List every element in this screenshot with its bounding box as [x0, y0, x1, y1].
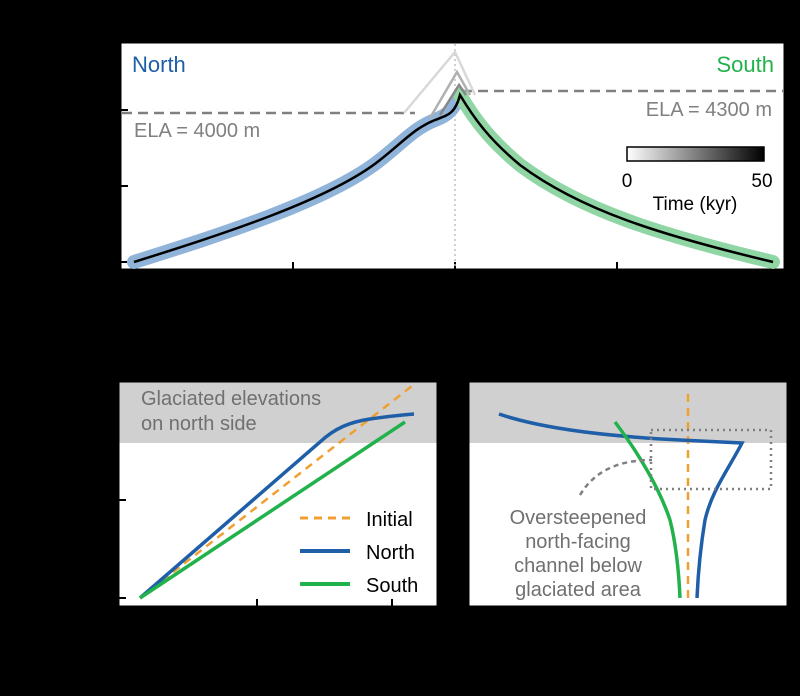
br-annotation-line2: north-facing — [525, 531, 631, 553]
br-annotation-line3: channel below — [514, 555, 642, 577]
br-annotation-line4: glaciated area — [515, 579, 642, 601]
bl-shade-label-line1: Glaciated elevations — [141, 388, 321, 410]
br-highlight-box — [649, 428, 773, 491]
legend-initial-label: Initial — [366, 509, 413, 531]
br-annotation-pointer — [578, 458, 653, 496]
br-annotation-line1: Oversteepened — [510, 507, 647, 529]
bl-legend: Initial North South — [300, 509, 418, 597]
south-label: South — [717, 52, 775, 77]
top-y-ticks — [120, 109, 128, 263]
ela-north-label: ELA = 4000 m — [134, 120, 260, 142]
bl-y-ticks — [118, 499, 126, 599]
bl-north-line — [138, 412, 415, 600]
north-label: North — [132, 52, 186, 77]
profile-t1 — [428, 69, 472, 119]
bl-panel-frame — [116, 379, 440, 609]
legend-south-label: South — [366, 575, 418, 597]
bl-initial-line — [139, 385, 413, 599]
legend-north-label: North — [366, 542, 415, 564]
profile-t2 — [438, 82, 468, 116]
br-panel-frame — [466, 379, 790, 609]
bl-x-ticks — [256, 599, 393, 607]
initial-profile — [403, 49, 477, 114]
colorbar-max-label: 50 — [751, 171, 772, 192]
br-north-line — [498, 412, 745, 599]
ela-south-label: ELA = 4300 m — [646, 99, 772, 121]
top-panel: North South ELA = 4000 m ELA = 4300 m 0 … — [118, 40, 787, 272]
bottom-right-panel: Oversteepened north-facing channel below… — [466, 379, 790, 609]
colorbar-title: Time (kyr) — [653, 194, 738, 215]
br-glaciated-band — [468, 381, 788, 443]
bl-glaciated-band — [118, 381, 438, 443]
bottom-left-panel: Glaciated elevations on north side Initi… — [116, 379, 440, 609]
colorbar — [626, 146, 765, 162]
br-south-line — [613, 420, 682, 599]
bl-south-line — [139, 420, 406, 600]
colorbar-min-label: 0 — [622, 171, 633, 192]
bl-shade-label-line2: on north side — [141, 413, 257, 435]
final-profile — [133, 91, 774, 264]
